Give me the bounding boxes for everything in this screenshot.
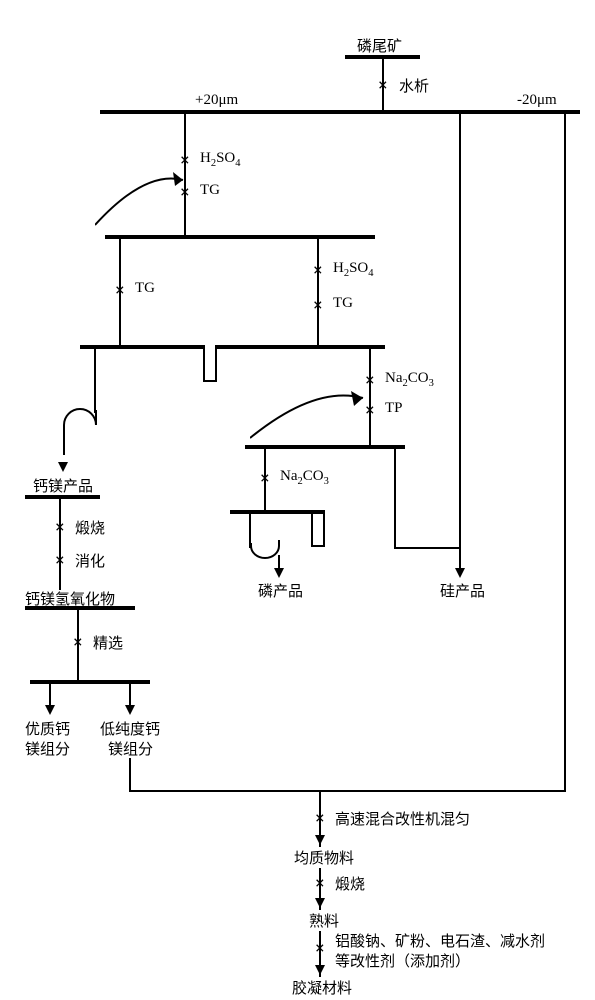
x-mark: ×	[180, 150, 190, 169]
start-label: 磷尾矿	[357, 35, 402, 56]
lp-camg-l2: 镁组分	[108, 738, 153, 759]
v-sep4R	[323, 511, 325, 546]
p-product: 磷产品	[258, 580, 303, 601]
selection: 精选	[93, 632, 123, 653]
camg-product: 钙镁产品	[33, 475, 93, 496]
x-mark: ×	[55, 517, 65, 536]
arrow-clinker	[315, 898, 325, 908]
h2so4-2: H2SO4	[333, 260, 374, 279]
sep1-bar	[105, 235, 375, 239]
tg-1: TG	[200, 182, 220, 199]
arrow-p	[274, 568, 284, 578]
cementitious: 胶凝材料	[292, 977, 352, 998]
clinker: 熟料	[307, 910, 341, 931]
digestion: 消化	[75, 550, 105, 571]
feedback-arrow-2	[250, 390, 375, 440]
tg-3: TG	[333, 295, 353, 312]
v-2L-2R-bridge	[203, 346, 205, 381]
v-bridge-4	[311, 511, 313, 546]
hydrox-bar	[25, 606, 135, 610]
h-mixtop	[129, 790, 566, 792]
x-mark: ×	[315, 873, 325, 892]
hq-camg-l1: 优质钙	[25, 718, 70, 739]
h2so4-1: H2SO4	[200, 150, 241, 169]
arrow-selL	[45, 705, 55, 715]
x-mark: ×	[313, 260, 323, 279]
notch-2	[242, 540, 292, 565]
x-mark: ×	[55, 550, 65, 569]
sep2R-bar	[215, 345, 385, 349]
bridge-4	[311, 545, 325, 547]
additive-l1: 铝酸钠、矿粉、电石渣、减水剂	[335, 930, 545, 951]
mixer: 高速混合改性机混匀	[335, 808, 470, 829]
na2co3-2: Na2CO3	[280, 468, 329, 487]
calcine-2: 煅烧	[335, 873, 365, 894]
minus20-label: -20μm	[517, 92, 557, 109]
x-mark: ×	[260, 468, 270, 487]
x-mark: ×	[115, 280, 125, 299]
na2co3-1: Na2CO3	[385, 370, 434, 389]
feedback-arrow-1	[95, 170, 195, 230]
x-mark: ×	[313, 295, 323, 314]
calcine-1: 煅烧	[75, 517, 105, 538]
si-product: 硅产品	[440, 580, 485, 601]
lp-camg-l1: 低纯度钙	[100, 718, 160, 739]
sel-bar	[30, 680, 150, 684]
arrow-camg	[58, 462, 68, 472]
arrow-si	[455, 568, 465, 578]
v-sep3R	[394, 448, 396, 548]
hydrolysis-label: 水析	[399, 75, 429, 96]
x-mark: ×	[315, 808, 325, 827]
si-joint-notch	[394, 547, 461, 549]
v-minus20	[564, 113, 566, 790]
bridge-bottom	[203, 380, 217, 382]
camg-bar	[25, 495, 100, 499]
sep3-bar	[245, 445, 405, 449]
plus20-label: +20μm	[195, 92, 238, 109]
x-mark: ×	[73, 632, 83, 651]
v-lowcamg	[129, 758, 131, 790]
arrow-cement	[315, 965, 325, 975]
arrow-selR	[125, 705, 135, 715]
v-2L-2R-bridge2	[215, 346, 217, 381]
arrow-homog	[315, 835, 325, 845]
sep2L-bar	[80, 345, 205, 349]
x-mark: ×	[365, 370, 375, 389]
homogeneous: 均质物料	[292, 847, 356, 868]
v-sep2L	[94, 348, 96, 413]
v-sep1R	[317, 238, 319, 345]
top-bar	[100, 110, 580, 114]
v-camg	[59, 498, 61, 590]
additive-l2: 等改性剂（添加剂）	[335, 950, 470, 971]
v-si	[459, 113, 461, 571]
hq-camg-l2: 镁组分	[25, 738, 70, 759]
tp: TP	[385, 400, 403, 417]
x-mark: ×	[315, 938, 325, 957]
tg-2: TG	[135, 280, 155, 297]
x-mark: ×	[378, 75, 388, 94]
